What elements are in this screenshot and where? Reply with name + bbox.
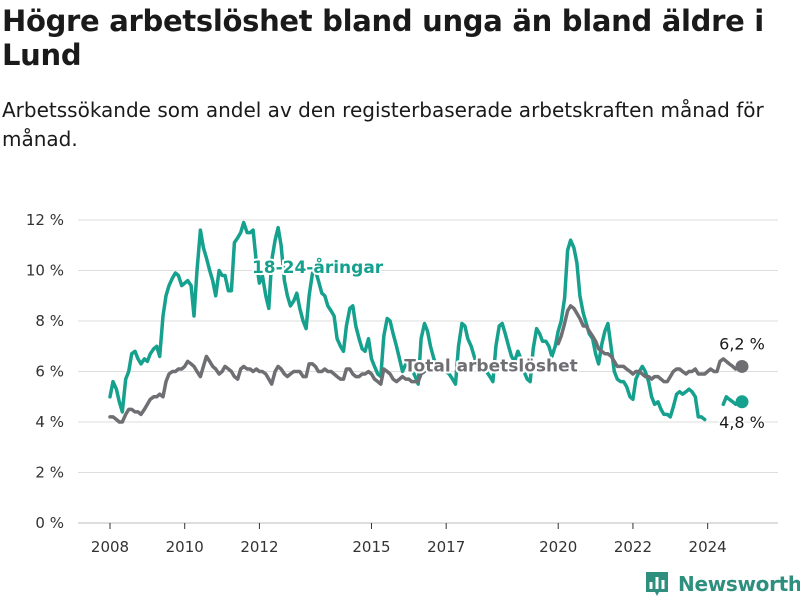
x-tick-label: 2015 (352, 538, 390, 556)
y-axis-ticks: 0 % 2 % 4 % 6 % 8 % 10 % 12 % (26, 211, 64, 532)
grid-lines (78, 219, 778, 524)
y-tick-label: 4 % (35, 413, 64, 431)
end-value-label-total: 6,2 % (719, 334, 765, 353)
x-tick-label: 2017 (427, 538, 465, 556)
end-markers (735, 359, 749, 409)
series-lines (108, 220, 744, 424)
end-point-marker (735, 359, 749, 373)
chart-subtitle: Arbetssökande som andel av den registerb… (2, 98, 764, 151)
x-tick-label: 2008 (91, 538, 129, 556)
bar-chart-logo-icon (646, 572, 668, 596)
x-tick-label: 2022 (614, 538, 652, 556)
end-value-label-youth: 4,8 % (719, 413, 765, 432)
series-line-1 (108, 354, 427, 424)
x-tick-label: 2012 (240, 538, 278, 556)
x-tick-label: 2020 (539, 538, 577, 556)
x-axis-ticks: 2008 2010 2012 2015 2017 2020 2022 2024 (91, 523, 727, 556)
brand-name: Newsworthy (678, 572, 800, 596)
series-labels: 4,8 % 6,2 % 18-24-åringar Total arbetslöshe… (250, 254, 766, 433)
series-label-youth: 18-24-åringar (252, 256, 384, 278)
brand-logo: Newsworthy (644, 570, 800, 598)
y-tick-label: 12 % (26, 211, 64, 229)
chart-title: Högre arbetslöshet bland unga än bland ä… (2, 4, 764, 72)
y-tick-label: 10 % (26, 262, 64, 280)
x-tick-label: 2010 (166, 538, 204, 556)
y-tick-label: 6 % (35, 363, 64, 381)
series-label-total: Total arbetslöshet (404, 357, 578, 377)
y-tick-label: 0 % (35, 514, 64, 532)
y-tick-label: 8 % (35, 312, 64, 330)
end-point-marker (735, 395, 749, 409)
y-tick-label: 2 % (35, 464, 64, 482)
series-line-2 (556, 304, 744, 384)
x-tick-label: 2024 (689, 538, 727, 556)
